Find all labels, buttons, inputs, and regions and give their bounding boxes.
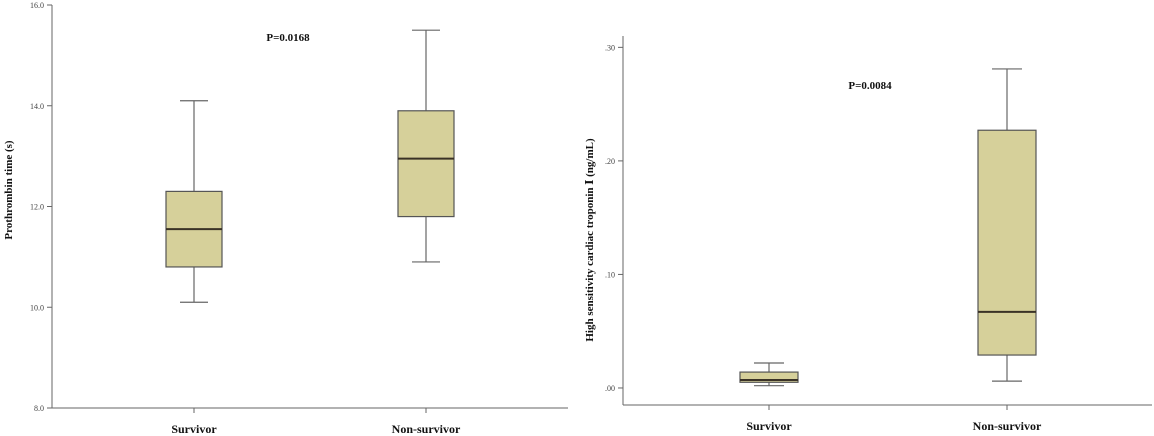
prothrombin-chart: Prothrombin time (s) P=0.0168 8.0 10.0 12.…	[3, 1, 568, 436]
p-value-annotation: P=0.0168	[266, 32, 310, 44]
x-category-label: Survivor	[171, 422, 217, 436]
y-tick-label: .10	[605, 270, 615, 279]
y-axis-title: Prothrombin time (s)	[3, 140, 15, 240]
y-tick-label: .20	[605, 157, 615, 166]
x-category-label: Survivor	[746, 419, 792, 433]
y-tick-label: .00	[605, 384, 615, 393]
y-tick-label: 12.0	[30, 203, 44, 212]
y-axis-title: High sensitivity cardiac troponin Ⅰ (ng/…	[584, 138, 596, 342]
iqr-box	[739, 371, 799, 383]
y-tick-label: 16.0	[30, 1, 44, 10]
troponin-chart: High sensitivity cardiac troponin Ⅰ (ng/…	[584, 36, 1152, 433]
y-tick-label: 14.0	[30, 102, 44, 111]
p-value-annotation: P=0.0084	[848, 80, 892, 92]
x-category-label: Non-survivor	[973, 419, 1042, 433]
x-category-label: Non-survivor	[392, 422, 461, 436]
y-tick-label: 8.0	[34, 404, 44, 413]
iqr-box	[397, 110, 455, 218]
y-tick-label: 10.0	[30, 303, 44, 312]
iqr-box	[977, 129, 1037, 356]
y-tick-label: .30	[605, 43, 615, 52]
